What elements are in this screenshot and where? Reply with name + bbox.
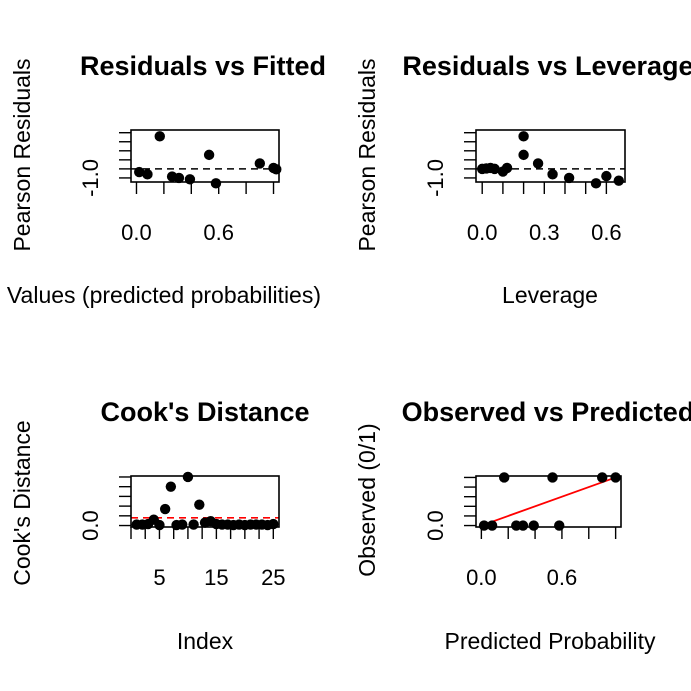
data-point [554, 520, 565, 531]
data-point [517, 520, 529, 531]
plot-area [476, 131, 625, 189]
reference-line [481, 476, 616, 527]
y-tick-label: 0.0 [423, 510, 448, 541]
data-point [210, 178, 222, 189]
data-point [134, 166, 145, 178]
data-point [547, 169, 558, 180]
data-point [154, 131, 165, 142]
data-point [597, 472, 608, 483]
y-axis-label: Observed (0/1) [354, 423, 380, 576]
data-point [489, 163, 500, 175]
x-tick-label: 0.6 [547, 565, 578, 590]
data-point [610, 472, 621, 483]
data-point [498, 472, 510, 483]
x-axis-label: Index [177, 628, 234, 654]
x-tick-label: 0.0 [467, 220, 498, 245]
chart-title: Observed vs Predicted [402, 397, 691, 427]
data-point [601, 170, 612, 182]
data-point [254, 158, 266, 169]
data-point [532, 158, 544, 169]
data-point [142, 169, 153, 180]
data-point [501, 162, 513, 174]
data-point [563, 172, 575, 184]
x-axis-label: Predicted Probability [445, 628, 656, 654]
data-point [518, 131, 529, 142]
data-point [188, 519, 199, 530]
data-point [165, 481, 177, 492]
y-axis-label: Cook's Distance [9, 420, 35, 585]
data-point [184, 174, 196, 185]
plot-area [478, 472, 621, 531]
chart-title: Residuals vs Fitted [80, 51, 326, 81]
data-point [518, 149, 529, 161]
x-tick-label: 0.0 [466, 565, 497, 590]
y-tick-label: -1.0 [78, 159, 103, 197]
data-point [528, 520, 539, 531]
data-point [159, 503, 171, 515]
x-axis-label: Leverage [502, 282, 598, 308]
x-tick-label: 0.3 [529, 220, 560, 245]
y-tick-label: 0.0 [78, 510, 103, 541]
data-point [590, 178, 602, 189]
data-point [203, 149, 215, 161]
y-axis-label: Pearson Residuals [9, 58, 35, 251]
data-point [547, 472, 558, 483]
x-tick-label: 0.6 [591, 220, 622, 245]
plot-frame [475, 129, 626, 183]
data-point [194, 499, 205, 510]
chart-panel-4: Observed vs Predicted Predicted Probabili… [354, 397, 691, 654]
x-tick-label: 15 [204, 565, 228, 590]
x-tick-label: 0.6 [203, 220, 234, 245]
data-point [478, 520, 490, 531]
y-tick-label: -1.0 [423, 159, 448, 197]
x-tick-label: 25 [261, 565, 285, 590]
x-tick-label: 5 [153, 565, 165, 590]
data-point [177, 519, 188, 530]
chart-panel-3: Cook's Distance Index Cook's Distance 0.0 5 1… [9, 397, 310, 654]
data-point [486, 520, 498, 531]
plot-frame [130, 129, 280, 183]
data-point [271, 164, 282, 175]
chart-panel-2: Residuals vs Leverage Leverage Pearson Res… [354, 51, 691, 308]
data-point [154, 519, 165, 531]
plot-frame [130, 475, 280, 528]
chart-title: Cook's Distance [101, 397, 310, 427]
plot-frame [475, 475, 622, 528]
x-axis-label: Fitted Values (predicted probabilities) [0, 282, 321, 308]
data-point [182, 471, 194, 483]
data-point [173, 172, 185, 184]
chart-panel-1: Residuals vs Fitted Fitted Values (predic… [0, 51, 326, 308]
y-axis-label: Pearson Residuals [354, 58, 380, 251]
x-tick-label: 0.0 [121, 220, 152, 245]
chart-title: Residuals vs Leverage [402, 51, 691, 81]
data-point [613, 175, 624, 186]
